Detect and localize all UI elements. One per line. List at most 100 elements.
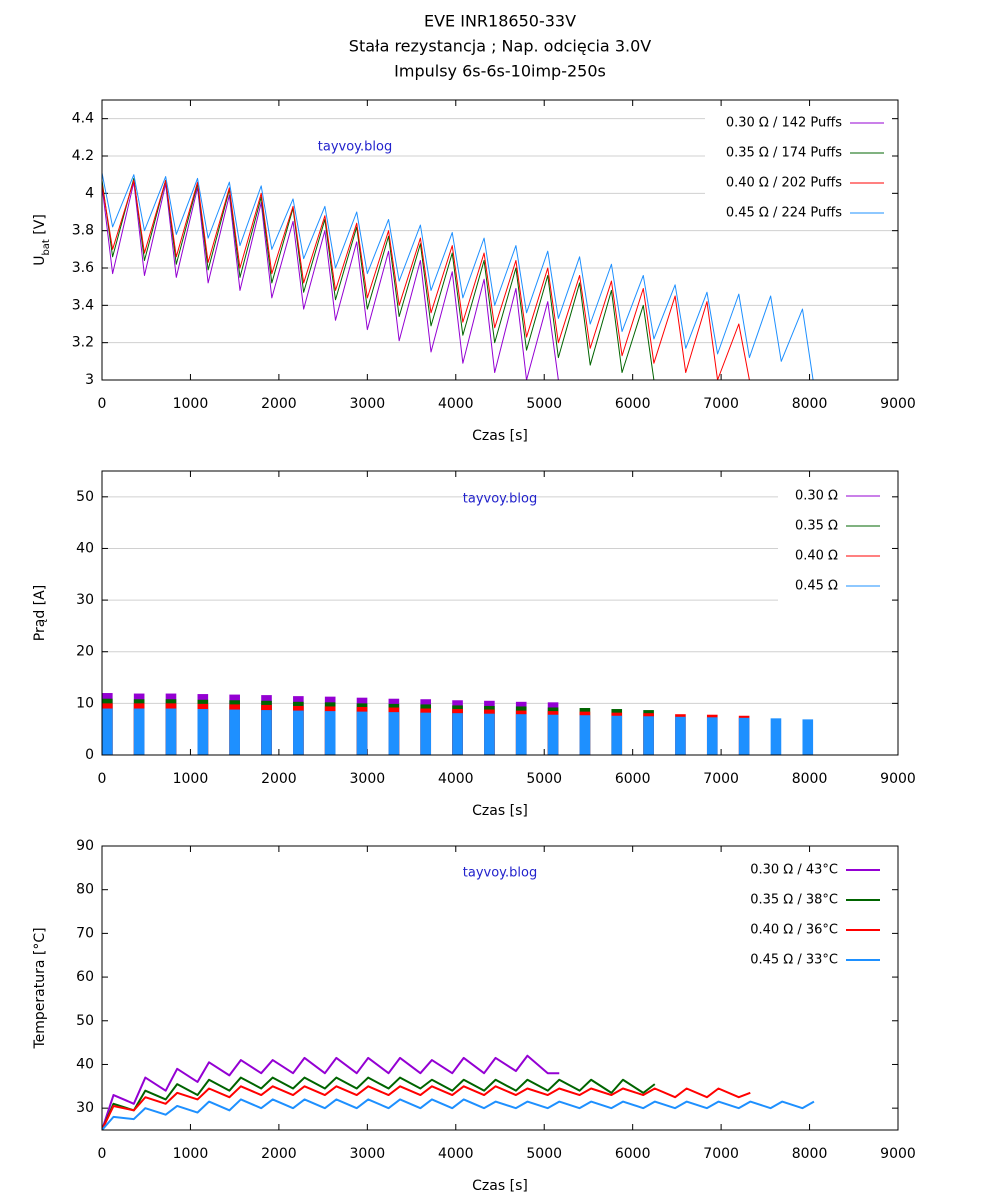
bar [133, 708, 145, 755]
x-tick-label: 8000 [792, 771, 828, 787]
plot-frame [101, 845, 899, 1131]
legend-label: 0.45 Ω / 224 Puffs [726, 206, 842, 221]
x-tick-label: 2000 [261, 1146, 297, 1162]
bar [324, 711, 336, 755]
legend-label: 0.35 Ω / 38°C [750, 893, 838, 908]
bar [770, 718, 782, 755]
y-axis-label-part: bat [41, 239, 52, 255]
series-line [102, 181, 559, 380]
y-tick-label: 3.4 [72, 297, 94, 313]
x-tick-label: 7000 [703, 1146, 739, 1162]
plot-area [102, 172, 814, 380]
x-tick-label: 6000 [615, 1146, 651, 1162]
legend-label: 0.40 Ω [795, 549, 838, 564]
bar [579, 715, 591, 755]
y-tick-label: 50 [76, 489, 94, 505]
x-tick-label: 4000 [438, 771, 474, 787]
chart-title: Impulsy 6s-6s-10imp-250s [394, 62, 606, 81]
x-tick-label: 8000 [792, 396, 828, 412]
y-tick-label: 60 [76, 969, 94, 985]
bar [484, 713, 495, 755]
x-tick-label: 5000 [526, 771, 562, 787]
bar [643, 716, 654, 755]
x-tick-label: 6000 [615, 771, 651, 787]
series-line [102, 1076, 656, 1130]
series-line [102, 177, 655, 380]
bar [515, 714, 527, 755]
bar [356, 711, 368, 755]
bar [261, 710, 272, 755]
legend-label: 0.45 Ω / 33°C [750, 953, 838, 968]
bar [452, 713, 463, 755]
series-line [102, 179, 750, 380]
series-line [102, 172, 814, 380]
x-axis-label: Czas [s] [472, 1178, 528, 1194]
bar [165, 708, 177, 755]
bar [293, 710, 304, 755]
y-tick-label: 90 [76, 838, 94, 854]
y-tick-label: 4.2 [72, 148, 94, 164]
y-tick-label: 3.2 [72, 335, 94, 351]
chart-title: EVE INR18650-33V [424, 12, 576, 31]
y-tick-label: 80 [76, 882, 94, 898]
legend-label: 0.40 Ω / 36°C [750, 923, 838, 938]
plot-area [102, 1054, 815, 1130]
bar [197, 709, 209, 755]
legend-label: 0.30 Ω / 43°C [750, 863, 838, 878]
y-tick-label: 10 [76, 695, 94, 711]
y-tick-label: 30 [76, 1100, 94, 1116]
x-tick-label: 4000 [438, 396, 474, 412]
x-tick-label: 1000 [173, 396, 209, 412]
y-tick-label: 3.8 [72, 223, 94, 239]
y-axis-label-part: U [32, 256, 48, 266]
x-tick-label: 6000 [615, 396, 651, 412]
y-tick-label: 4.4 [72, 111, 94, 127]
x-tick-label: 2000 [261, 771, 297, 787]
y-tick-label: 20 [76, 644, 94, 660]
bar [388, 712, 400, 755]
y-tick-label: 30 [76, 592, 94, 608]
y-axis-label: Temperatura [°C] [32, 927, 48, 1049]
legend-box [778, 481, 892, 601]
y-tick-label: 4 [85, 185, 94, 201]
x-tick-label: 3000 [350, 771, 386, 787]
series-line [102, 1085, 751, 1130]
x-tick-label: 7000 [703, 396, 739, 412]
y-tick-label: 40 [76, 1056, 94, 1072]
plot-area [102, 693, 814, 755]
legend-label: 0.45 Ω [795, 579, 838, 594]
legend-box [738, 855, 892, 975]
bar [102, 708, 113, 755]
watermark: tayvoy.blog [318, 140, 392, 155]
x-tick-label: 3000 [350, 1146, 386, 1162]
legend-label: 0.35 Ω / 174 Puffs [726, 146, 842, 161]
y-axis-label-part: [V] [32, 214, 48, 239]
y-axis-label: Ubat [V] [32, 214, 52, 266]
legend-box [705, 108, 892, 228]
y-tick-label: 3 [85, 372, 94, 388]
x-tick-label: 9000 [880, 771, 916, 787]
bar [420, 712, 432, 755]
y-tick-label: 0 [85, 747, 94, 763]
series-line [102, 1098, 815, 1130]
y-tick-label: 70 [76, 925, 94, 941]
x-tick-label: 4000 [438, 1146, 474, 1162]
x-axis-label: Czas [s] [472, 803, 528, 819]
x-tick-label: 8000 [792, 1146, 828, 1162]
watermark: tayvoy.blog [463, 866, 537, 881]
plot-frame [101, 99, 899, 381]
watermark: tayvoy.blog [463, 492, 537, 507]
x-tick-label: 5000 [526, 396, 562, 412]
x-axis-label: Czas [s] [472, 428, 528, 444]
y-axis-label: Prąd [A] [32, 585, 48, 641]
bar [611, 715, 623, 755]
x-tick-label: 1000 [173, 771, 209, 787]
y-tick-label: 3.6 [72, 260, 94, 276]
bar [547, 714, 559, 755]
y-tick-label: 40 [76, 540, 94, 556]
x-tick-label: 3000 [350, 396, 386, 412]
x-tick-label: 2000 [261, 396, 297, 412]
legend-label: 0.30 Ω [795, 489, 838, 504]
